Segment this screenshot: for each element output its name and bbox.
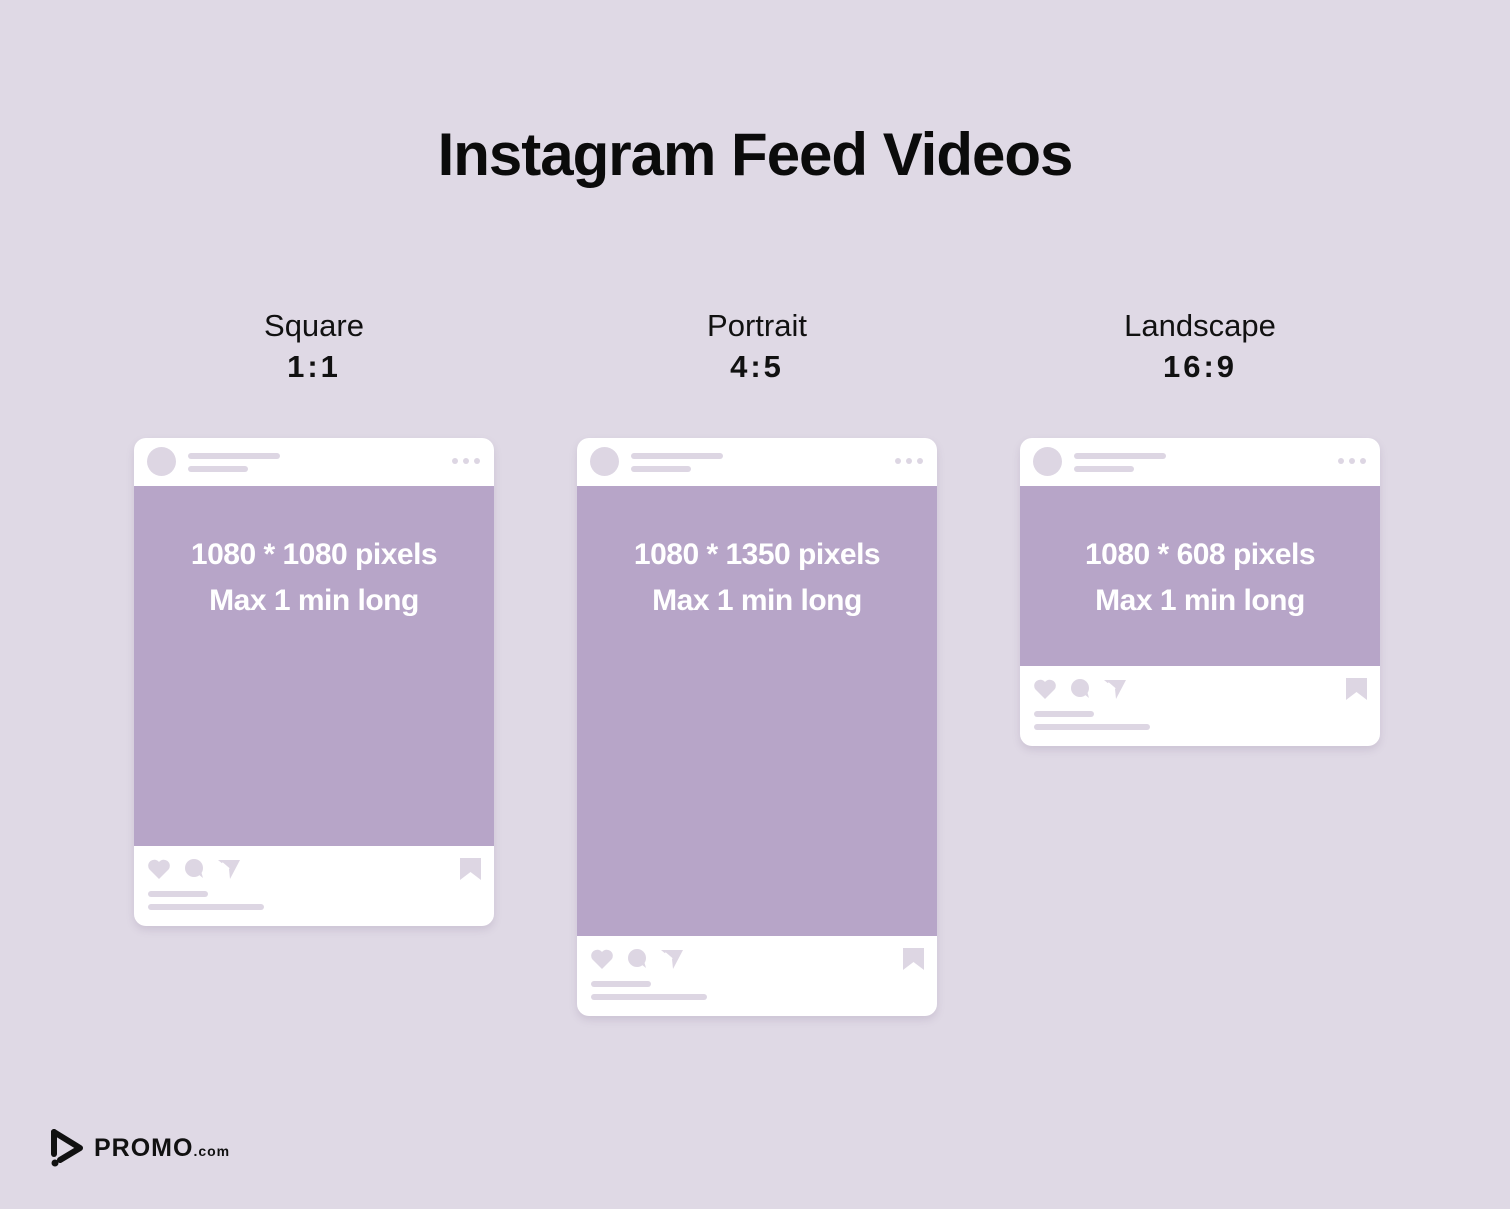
subtitle-placeholder: [188, 466, 248, 472]
post-header: [577, 438, 937, 486]
post-footer: [1020, 666, 1380, 746]
format-label-portrait: Portrait 4:5: [577, 306, 937, 388]
username-placeholder: [188, 453, 280, 459]
format-name: Landscape: [1124, 308, 1276, 343]
caption-placeholder: [148, 904, 264, 910]
avatar: [1033, 447, 1062, 476]
post-mockup-square: 1080 * 1080 pixels Max 1 min long: [134, 438, 494, 926]
caption-placeholder: [1034, 724, 1150, 730]
comment-icon: [628, 949, 646, 968]
bookmark-icon: [1346, 678, 1367, 700]
avatar: [147, 447, 176, 476]
avatar: [590, 447, 619, 476]
video-duration: Max 1 min long: [652, 584, 862, 617]
aspect-ratio: 4:5: [730, 349, 784, 384]
post-footer: [134, 846, 494, 926]
aspect-ratio: 1:1: [287, 349, 341, 384]
username-placeholder: [631, 453, 723, 459]
post-header: [1020, 438, 1380, 486]
heart-icon: [1034, 679, 1056, 699]
share-icon: [218, 860, 240, 879]
video-dimensions: 1080 * 608 pixels: [1084, 538, 1316, 571]
video-area: 1080 * 608 pixels Max 1 min long: [1020, 486, 1380, 666]
video-area: 1080 * 1350 pixels Max 1 min long: [577, 486, 937, 936]
post-mockup-landscape: 1080 * 608 pixels Max 1 min long: [1020, 438, 1380, 746]
post-mockup-portrait: 1080 * 1350 pixels Max 1 min long: [577, 438, 937, 1016]
format-label-square: Square 1:1: [134, 306, 494, 388]
share-icon: [1104, 680, 1126, 699]
aspect-ratio: 16:9: [1162, 349, 1238, 384]
caption-placeholder: [591, 994, 707, 1000]
video-duration: Max 1 min long: [209, 584, 419, 617]
format-name: Portrait: [707, 308, 807, 343]
post-header: [134, 438, 494, 486]
share-icon: [661, 950, 683, 969]
heart-icon: [148, 859, 170, 879]
promo-logo: PROMO.com: [50, 1128, 230, 1168]
logo-text: PROMO.com: [94, 1133, 231, 1162]
likes-placeholder: [148, 891, 208, 897]
comment-icon: [1071, 679, 1089, 698]
username-placeholder: [1074, 453, 1166, 459]
format-label-landscape: Landscape 16:9: [1020, 306, 1380, 388]
more-options-icon: [1338, 458, 1366, 464]
subtitle-placeholder: [631, 466, 691, 472]
likes-placeholder: [591, 981, 651, 987]
more-options-icon: [452, 458, 480, 464]
post-footer: [577, 936, 937, 1016]
likes-placeholder: [1034, 711, 1094, 717]
comment-icon: [185, 859, 203, 878]
video-area: 1080 * 1080 pixels Max 1 min long: [134, 486, 494, 846]
subtitle-placeholder: [1074, 466, 1134, 472]
video-dimensions: 1080 * 1350 pixels: [633, 538, 881, 571]
play-logo-icon: [51, 1129, 83, 1167]
more-options-icon: [895, 458, 923, 464]
page-title: Instagram Feed Videos: [437, 121, 1074, 188]
bookmark-icon: [903, 948, 924, 970]
heart-icon: [591, 949, 613, 969]
bookmark-icon: [460, 858, 481, 880]
video-dimensions: 1080 * 1080 pixels: [190, 538, 438, 571]
video-duration: Max 1 min long: [1095, 584, 1305, 617]
format-name: Square: [264, 308, 364, 343]
